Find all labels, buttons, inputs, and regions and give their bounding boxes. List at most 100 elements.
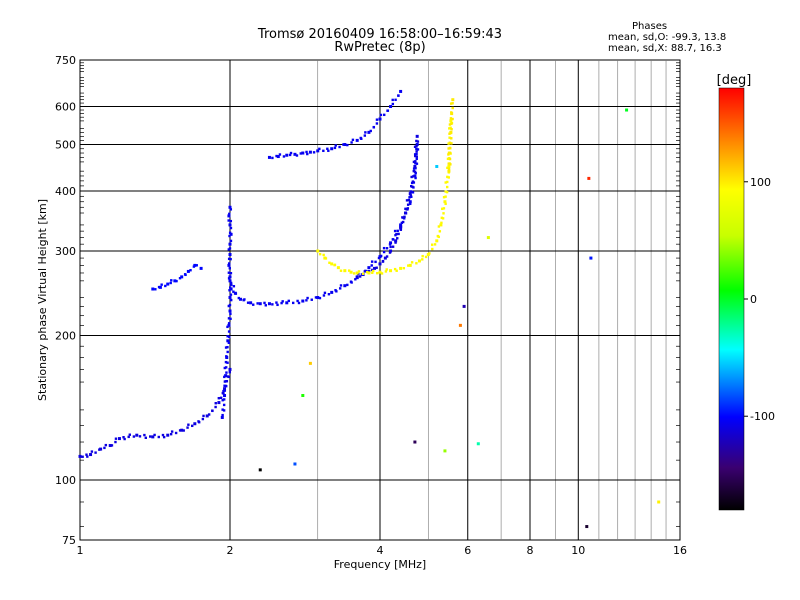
data-point [386,109,390,112]
data-point [264,304,267,307]
data-point [276,155,280,159]
data-point [450,142,453,145]
data-point [187,423,190,426]
x-axis-label: Frequency [MHz] [334,558,426,571]
data-point [310,298,313,301]
data-point [226,335,229,338]
data-point [378,262,382,266]
data-point [228,247,232,250]
data-point [285,301,289,305]
data-point [153,433,156,437]
data-point [128,433,132,436]
data-point [435,239,439,243]
data-point [403,215,406,219]
data-point [447,169,451,173]
data-point [226,339,230,343]
data-point [395,269,398,272]
data-point [375,266,378,269]
data-point [365,270,369,274]
x-tick-label: 10 [571,544,585,557]
y-tick-label: 500 [55,139,76,152]
data-point [350,141,353,144]
data-point [132,435,136,438]
data-point [223,384,226,387]
data-point [166,282,170,286]
data-point [108,444,112,448]
data-point [367,266,371,270]
data-point [449,117,453,120]
data-point [451,106,454,110]
data-point [151,287,155,291]
data-point [385,255,389,258]
data-point [412,160,416,164]
data-point [228,242,232,246]
data-point [228,234,231,238]
data-point [228,296,232,300]
data-point [291,301,295,305]
data-point [296,299,299,303]
data-point [407,198,411,202]
data-point [445,185,449,189]
data-point [364,131,367,134]
data-point [430,243,434,246]
data-point [374,260,377,264]
data-point [415,162,419,165]
data-point [415,147,418,151]
data-point [414,176,417,180]
data-point [205,414,209,418]
data-point [81,455,84,458]
data-point [227,263,231,267]
data-point [232,285,236,288]
data-point [230,283,233,286]
data-point [421,258,424,261]
data-point [409,185,413,188]
data-point [389,249,393,253]
data-point [446,175,449,179]
data-point [228,223,232,227]
data-point [143,433,146,437]
data-point [258,468,262,472]
data-point [289,151,293,155]
data-point [370,260,374,263]
data-point [414,162,417,165]
data-point [228,267,231,270]
data-point [103,446,106,450]
data-point [347,269,351,272]
data-point [227,341,231,344]
data-point [322,294,326,297]
data-point [178,276,182,280]
data-point [448,157,452,161]
grid-lines [80,60,680,540]
data-point [90,450,94,453]
data-point [227,219,230,222]
data-point [316,149,320,153]
data-point [448,136,451,139]
data-point [415,152,418,156]
data-point [227,317,231,320]
data-point [372,269,375,273]
data-point [225,371,228,374]
data-point [157,435,160,439]
data-point [397,94,400,97]
data-point [384,270,388,273]
data-point [435,164,439,168]
data-point [258,302,262,306]
data-point [372,126,376,129]
data-point [358,275,362,278]
data-point [415,144,418,148]
data-point [330,262,334,266]
data-point [86,455,89,458]
data-point [389,245,392,249]
data-point [411,185,414,189]
y-tick-label: 400 [55,185,76,198]
data-point [228,279,232,283]
data-point [237,296,241,300]
data-point [229,219,233,223]
data-point [221,391,224,395]
data-point [399,225,403,228]
data-point [428,252,431,255]
data-point [301,394,305,398]
data-point [227,262,231,265]
data-point [186,269,190,273]
data-point [229,272,233,275]
